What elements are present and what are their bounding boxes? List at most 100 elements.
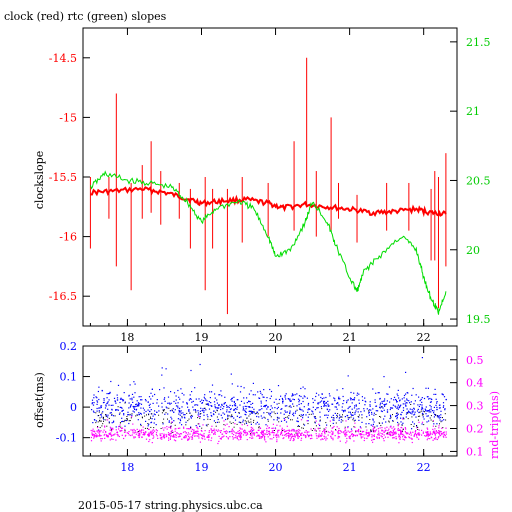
rnd-trip-point [288,430,291,432]
rnd-trip-point [192,435,194,437]
offset-point [216,399,218,401]
offset-point [171,410,173,412]
offset-point [252,382,254,384]
offset-point [325,396,327,399]
offset-point [186,402,188,404]
offset-point [206,400,208,402]
offset-point [138,404,140,406]
rnd-trip-point [364,437,366,439]
offset-point [164,413,166,415]
offset-point [381,422,383,424]
offset-secondary-point [244,423,246,425]
rnd-trip-point [367,435,369,438]
rnd-trip-points [90,415,447,445]
offset-point [126,419,128,422]
bottom-y-tick-label: 0.2 [60,340,78,353]
offset-secondary-point [308,413,310,415]
offset-point [299,408,301,410]
rnd-trip-point [240,436,242,438]
offset-point [338,397,340,399]
rnd-trip-point [389,433,392,435]
rnd-trip-point [225,430,227,432]
offset-point [423,418,425,420]
offset-point [93,419,96,421]
offset-point [200,407,202,409]
rnd-trip-point [347,430,349,432]
offset-point [221,404,223,406]
offset-secondary-point [417,429,419,430]
offset-point [122,399,124,401]
offset-secondary-point [411,416,413,418]
offset-point [182,401,184,403]
offset-point [395,415,397,418]
offset-point [242,406,244,408]
rnd-trip-point [163,429,165,431]
offset-point [444,409,446,411]
rnd-trip-point [291,434,293,436]
offset-secondary-point [165,412,167,414]
offset-secondary-point [248,415,250,417]
offset-point [178,413,180,415]
offset-point [150,398,152,400]
rnd-trip-point [154,430,156,432]
rnd-trip-point [387,433,389,435]
offset-secondary-point [171,431,173,433]
offset-point [312,411,314,413]
rnd-trip-point [210,439,212,442]
offset-point [192,400,194,402]
offset-point [102,411,104,413]
offset-point [236,406,238,408]
rnd-trip-point [193,435,196,437]
offset-point [106,393,108,395]
offset-point [373,421,375,423]
offset-point [320,406,322,408]
offset-point [259,397,261,399]
rnd-trip-point [165,435,167,437]
rnd-trip-point [168,437,170,439]
rnd-trip-point [164,436,166,438]
offset-point [400,417,402,419]
rnd-trip-point [332,437,334,439]
rnd-trip-point [91,432,93,434]
rnd-trip-point [444,435,446,437]
offset-point [95,396,97,398]
offset-point [245,414,247,416]
offset-point [296,405,298,407]
rnd-trip-point [101,438,103,440]
offset-point [440,410,442,412]
rnd-trip-point [128,434,130,436]
rnd-trip-point [171,421,173,423]
rnd-trip-point [157,437,159,439]
rnd-trip-point [213,428,215,430]
offset-point [97,390,99,393]
rnd-trip-point [242,434,245,436]
rnd-trip-point [283,437,285,439]
offset-point [161,367,163,369]
rnd-trip-point [131,416,133,418]
rnd-trip-point [346,440,348,442]
offset-point [423,397,426,400]
rnd-trip-point [185,435,187,437]
rnd-trip-point [422,432,424,434]
offset-point [392,420,394,422]
top-chart-title: clock (red) rtc (green) slopes [4,10,167,23]
bottom-y-tick-label: -0.1 [56,432,77,445]
offset-point [110,404,112,406]
offset-point [440,414,442,416]
rnd-trip-point [118,426,120,428]
rnd-trip-point [243,430,245,432]
rnd-trip-point [117,434,119,436]
offset-point [383,376,385,378]
offset-point [343,400,345,402]
rnd-trip-point [435,430,437,432]
offset-point [205,424,207,426]
offset-point [291,393,294,395]
offset-point [136,400,138,402]
rnd-trip-point [293,428,295,431]
rnd-trip-point [273,434,275,436]
offset-point [425,410,427,412]
offset-point [402,407,405,409]
offset-point [438,415,440,417]
rnd-trip-point [337,437,339,439]
offset-point [303,395,305,397]
